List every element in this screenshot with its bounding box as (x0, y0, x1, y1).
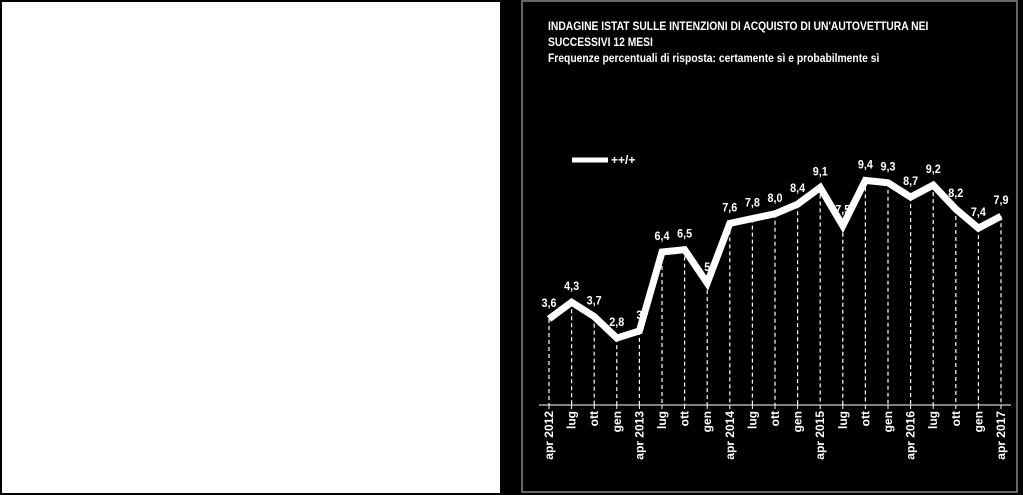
x-tick-label: ott (768, 411, 782, 426)
data-label: 6,5 (677, 228, 693, 241)
x-tick-label: lug (565, 411, 579, 429)
blank-panel (0, 0, 502, 495)
data-label: 3 (636, 309, 642, 322)
data-label: 8,0 (767, 192, 782, 205)
data-label: 3,6 (541, 297, 556, 310)
x-tick-label: apr 2012 (542, 411, 556, 460)
chart-panel (521, 0, 1018, 493)
series-line (546, 176, 1003, 343)
title-group: INDAGINE ISTAT SULLE INTENZIONI DI ACQUI… (548, 20, 928, 65)
x-tick-label: lug (926, 411, 940, 429)
x-tick-label: ott (587, 411, 601, 426)
x-tick-label: gen (700, 411, 714, 432)
data-label: 7,4 (971, 207, 987, 220)
x-tick-label: lug (745, 411, 759, 429)
x-tick-label: gen (971, 411, 985, 432)
data-label: 8,2 (948, 188, 963, 201)
x-tick-label: gen (791, 411, 805, 432)
data-label: 4,3 (564, 281, 579, 294)
x-tick-label: apr 2014 (723, 411, 737, 460)
data-label: 8,7 (903, 176, 918, 189)
data-label: 8,4 (790, 183, 806, 196)
x-tick-label: ott (949, 411, 963, 426)
x-tick-label: lug (655, 411, 669, 429)
data-label: 9,4 (858, 159, 874, 172)
data-label: 3,7 (587, 295, 602, 308)
data-label: 7,5 (835, 204, 851, 217)
data-label: 5 (704, 262, 711, 275)
chart-title: INDAGINE ISTAT SULLE INTENZIONI DI ACQUI… (548, 20, 928, 33)
data-label: 2,8 (609, 317, 624, 330)
x-tick-label: lug (836, 411, 850, 429)
data-label: 9,2 (926, 164, 941, 177)
x-tick-label: apr 2013 (632, 411, 646, 460)
x-tick-label: gen (881, 411, 895, 432)
data-label: 9,3 (880, 161, 895, 174)
data-label: 7,6 (722, 202, 737, 215)
data-label: 6,4 (654, 231, 670, 244)
x-tick-label: ott (678, 411, 692, 426)
x-tick-label: apr 2015 (813, 411, 827, 460)
data-label: 7,8 (745, 197, 760, 210)
chart-subtitle: Frequenze percentuali di risposta: certa… (548, 52, 879, 65)
x-tick-label: apr 2016 (904, 411, 918, 460)
x-tick-label: apr 2017 (994, 411, 1008, 460)
legend-label: ++/+ (611, 153, 635, 167)
data-label: 9,1 (813, 166, 829, 179)
data-label: 7,9 (993, 195, 1008, 208)
x-tick-label: gen (610, 411, 624, 432)
x-tick-label: ott (858, 411, 872, 426)
chart-title: SUCCESSIVI 12 MESI (548, 36, 653, 49)
